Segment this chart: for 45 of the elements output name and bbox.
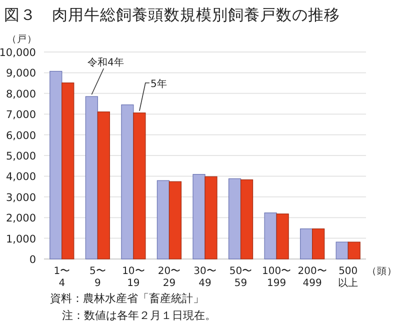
y-tick-label: 4,000 <box>6 171 36 184</box>
y-axis-title: （戸） <box>7 34 37 45</box>
bar <box>348 242 360 260</box>
y-tick-label: 5,000 <box>6 150 36 162</box>
y-tick-label: 3,000 <box>6 192 36 204</box>
bar <box>228 178 242 260</box>
bar <box>192 174 206 260</box>
x-tick-label: 200〜499 <box>298 266 327 289</box>
bar <box>240 179 254 260</box>
bar <box>312 228 325 260</box>
bar <box>156 180 170 260</box>
bar <box>97 112 110 260</box>
x-tick-label: 20〜29 <box>158 266 181 289</box>
x-tick-label: 500 以上 <box>338 266 358 289</box>
x-tick-label: 30〜49 <box>194 266 216 289</box>
bar <box>133 112 146 260</box>
text: 注：数値は各年２月１日現在。 <box>62 309 216 322</box>
bar <box>168 181 182 260</box>
x-tick-label: 1〜4 <box>54 266 70 289</box>
x-tick-label: 100〜199 <box>262 266 292 289</box>
x-tick-label: 5〜9 <box>89 266 106 289</box>
text: 令和4年 <box>87 56 124 69</box>
bar <box>50 70 62 260</box>
y-tick-label: 9,000 <box>6 68 36 80</box>
y-tick-label: 8,000 <box>6 88 36 100</box>
bar <box>204 176 218 260</box>
x-tick-label: 10〜19 <box>122 266 145 289</box>
y-tick-label: 1,000 <box>6 233 36 246</box>
y-tick-label: 6,000 <box>6 130 36 142</box>
x-axis-title: （頭） <box>367 266 397 277</box>
y-tick-label: 10,000 <box>0 47 36 59</box>
text: 資料：農林水産省「畜産統計」 <box>50 292 204 305</box>
bar <box>85 96 98 260</box>
y-tick-label: 2,000 <box>6 212 36 225</box>
bar <box>336 242 348 260</box>
y-tick-label: 0 <box>29 254 36 266</box>
bar <box>62 82 74 260</box>
bar <box>121 104 134 260</box>
bar <box>276 214 289 260</box>
bar <box>300 228 313 260</box>
x-tick-label: 50〜59 <box>229 266 252 289</box>
text: 5年 <box>150 78 167 90</box>
bar <box>264 212 277 260</box>
y-tick-label: 7,000 <box>6 109 36 122</box>
chart-title: 図３ 肉用牛総飼養頭数規模別飼養戸数の推移 <box>4 6 340 24</box>
